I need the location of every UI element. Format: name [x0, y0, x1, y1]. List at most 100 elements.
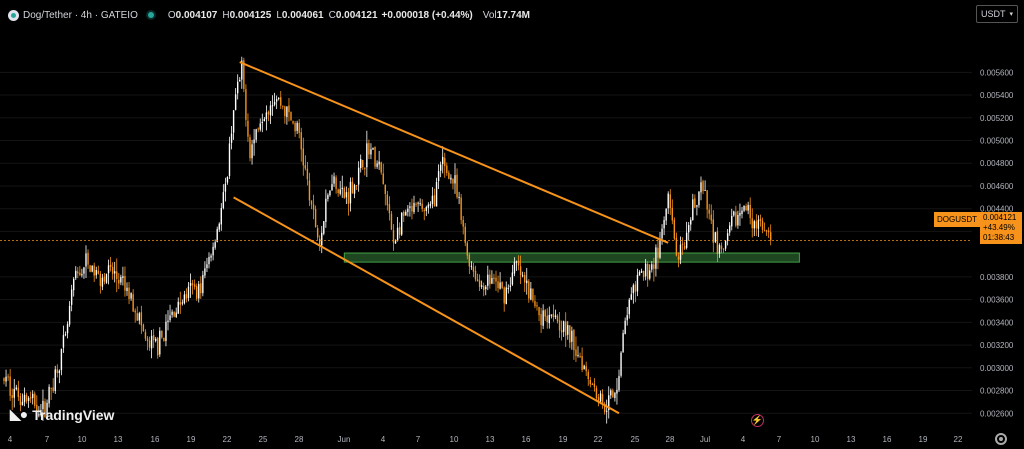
- high-value: 0.004125: [229, 9, 272, 21]
- candle-body: [710, 214, 712, 221]
- currency-selector[interactable]: USDT ▾: [976, 5, 1018, 23]
- time-tick-label: 25: [631, 435, 640, 444]
- gear-icon[interactable]: [995, 433, 1007, 445]
- price-label-countdown: 01:38:43: [983, 233, 1015, 242]
- candle-body: [718, 244, 721, 254]
- candle-body: [372, 147, 374, 150]
- candle-body: [704, 190, 706, 192]
- candle-body: [360, 159, 362, 168]
- time-tick-label: 4: [381, 435, 386, 444]
- candle-body: [5, 376, 7, 382]
- candle-body: [415, 203, 417, 205]
- candle-body: [177, 301, 179, 314]
- candle-body: [220, 208, 222, 225]
- candle-body: [302, 148, 304, 166]
- candle-body: [130, 293, 132, 299]
- time-tick-label: 7: [777, 435, 782, 444]
- candle-body: [585, 366, 587, 372]
- time-tick-label: 4: [8, 435, 13, 444]
- candle-body: [259, 123, 261, 130]
- lightning-icon[interactable]: ⚡: [751, 414, 764, 427]
- candle-body: [148, 340, 151, 348]
- candle-body: [304, 165, 307, 169]
- symbol-title[interactable]: Dog/Tether · 4h · GATEIO: [23, 9, 138, 21]
- candle-body: [534, 301, 536, 307]
- chart-grid: [0, 71, 972, 437]
- candle-body: [737, 214, 739, 226]
- candle-body: [763, 230, 766, 232]
- candle-body: [138, 313, 140, 321]
- candle-body: [19, 396, 22, 405]
- candle-body: [647, 263, 649, 280]
- candle-body: [99, 273, 102, 286]
- candle-body: [124, 276, 126, 291]
- candle-body: [550, 314, 553, 316]
- price-tick-label: 0.005200: [980, 114, 1014, 123]
- candle-body: [765, 230, 768, 232]
- candle-body: [331, 184, 333, 191]
- candle-body: [472, 266, 475, 272]
- candle-body: [230, 133, 233, 143]
- tradingview-logo-icon: ◣●: [10, 406, 28, 422]
- candle-body: [546, 315, 548, 323]
- price-tick-label: 0.005600: [980, 68, 1014, 77]
- candle-body: [374, 146, 376, 167]
- candle-body: [380, 162, 382, 173]
- candle-body: [729, 225, 731, 233]
- candle-body: [38, 414, 40, 416]
- candle-body: [608, 395, 610, 411]
- candle-body: [548, 314, 550, 324]
- candle-body: [157, 337, 159, 356]
- close-value: 0.004121: [335, 9, 378, 21]
- candle-body: [528, 281, 530, 299]
- candle-body: [368, 143, 370, 155]
- candle-body: [665, 208, 667, 221]
- candle-body: [349, 181, 352, 204]
- candle-body: [187, 286, 190, 298]
- candle-body: [442, 156, 444, 165]
- candle-body: [206, 264, 208, 269]
- candle-body: [458, 196, 460, 198]
- candle-body: [77, 271, 79, 274]
- candle-body: [165, 321, 167, 341]
- time-tick-label: 13: [847, 435, 856, 444]
- candle-body: [390, 213, 393, 230]
- candle-body: [384, 184, 386, 194]
- candle-body: [407, 208, 409, 212]
- candle-body: [109, 264, 112, 267]
- candle-body: [589, 380, 591, 385]
- candle-body: [505, 287, 507, 305]
- candle-body: [314, 208, 317, 228]
- candle-body: [558, 320, 561, 331]
- candle-body: [671, 207, 673, 221]
- candle-body: [733, 211, 735, 216]
- candle-body: [493, 277, 495, 279]
- candle-body: [427, 204, 430, 208]
- candle-body: [321, 232, 323, 246]
- candle-body: [456, 174, 458, 198]
- candle-body: [731, 215, 733, 227]
- candle-body: [616, 389, 618, 394]
- candle-body: [155, 338, 157, 341]
- candle-body: [81, 274, 83, 276]
- candle-body: [651, 264, 653, 270]
- candle-body: [681, 243, 684, 245]
- candle-body: [480, 285, 483, 287]
- candle-body: [40, 410, 42, 416]
- time-tick-label: 7: [45, 435, 50, 444]
- candle-body: [626, 315, 628, 321]
- candle-body: [351, 181, 354, 194]
- candle-body: [593, 383, 596, 388]
- candle-body: [224, 183, 227, 192]
- candle-body: [757, 219, 760, 229]
- candle-body: [767, 230, 770, 233]
- candle-body: [444, 157, 446, 167]
- candle-body: [749, 204, 751, 219]
- candle-body: [597, 397, 600, 401]
- candle-body: [638, 272, 641, 276]
- tradingview-logo[interactable]: ◣● TradingView: [10, 406, 114, 423]
- candle-body: [366, 143, 368, 168]
- last-price-label: DOGUSDT 0.004121 +43.49% 01:38:43: [934, 212, 1022, 244]
- candle-body: [606, 410, 608, 412]
